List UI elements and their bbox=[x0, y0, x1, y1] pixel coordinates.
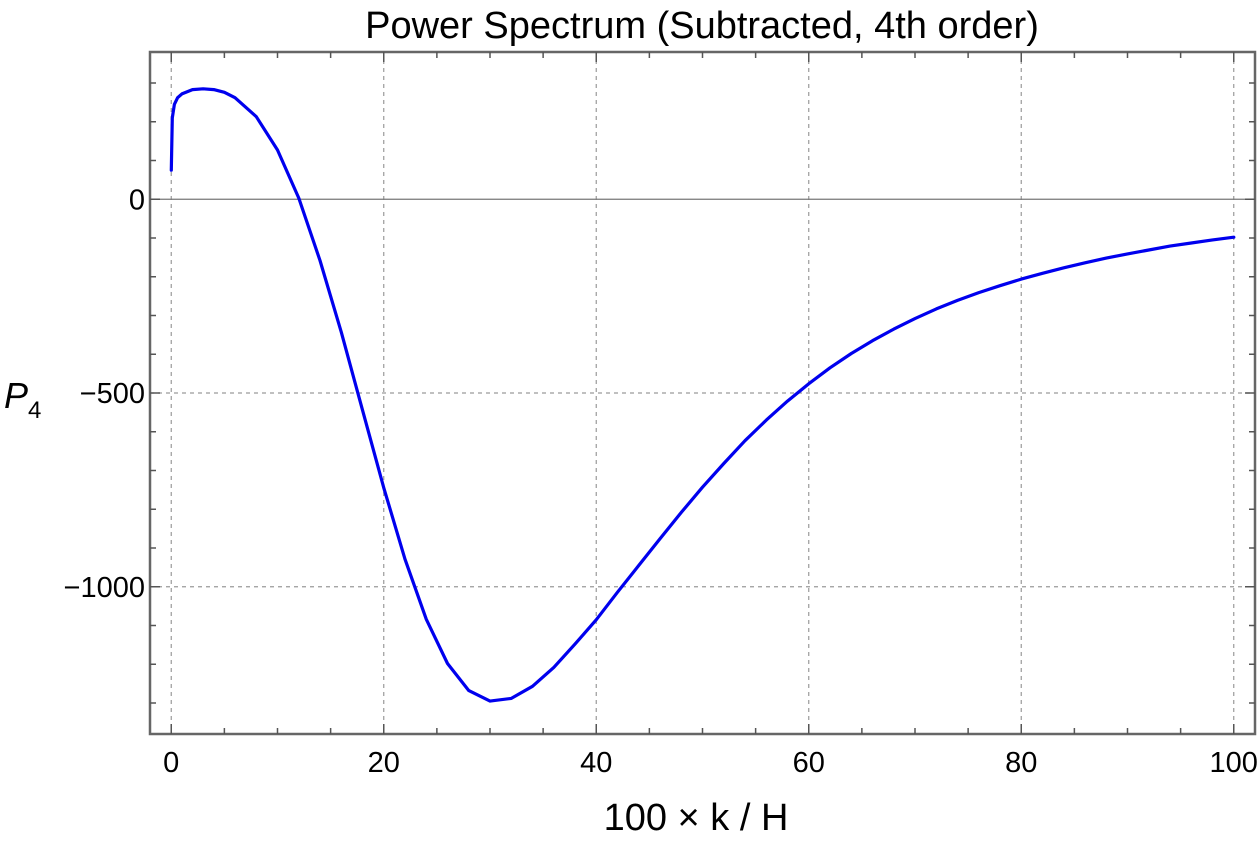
y-axis-label-subscript: 4 bbox=[28, 397, 41, 424]
y-axis-label: P4 bbox=[4, 375, 41, 424]
y-tick-label: −1000 bbox=[64, 572, 145, 604]
x-tick-label: 60 bbox=[793, 747, 825, 779]
grid-lines bbox=[150, 52, 1255, 734]
x-tick-label: 100 bbox=[1210, 747, 1258, 779]
y-tick-labels: −1000 −500 0 bbox=[64, 184, 145, 604]
tick-marks bbox=[150, 52, 1255, 734]
x-tick-label: 0 bbox=[163, 747, 179, 779]
x-tick-label: 80 bbox=[1005, 747, 1037, 779]
x-tick-labels: 0 20 40 60 80 100 bbox=[163, 747, 1258, 779]
y-tick-label: 0 bbox=[129, 184, 145, 216]
series-line bbox=[169, 87, 1236, 703]
x-tick-label: 20 bbox=[368, 747, 400, 779]
x-axis-label: 100 × k / H bbox=[604, 797, 789, 839]
y-axis-label-main: P bbox=[4, 375, 28, 416]
series-layer bbox=[169, 87, 1236, 703]
x-tick-label: 40 bbox=[580, 747, 612, 779]
y-tick-label: −500 bbox=[80, 378, 145, 410]
chart-title: Power Spectrum (Subtracted, 4th order) bbox=[365, 5, 1039, 47]
